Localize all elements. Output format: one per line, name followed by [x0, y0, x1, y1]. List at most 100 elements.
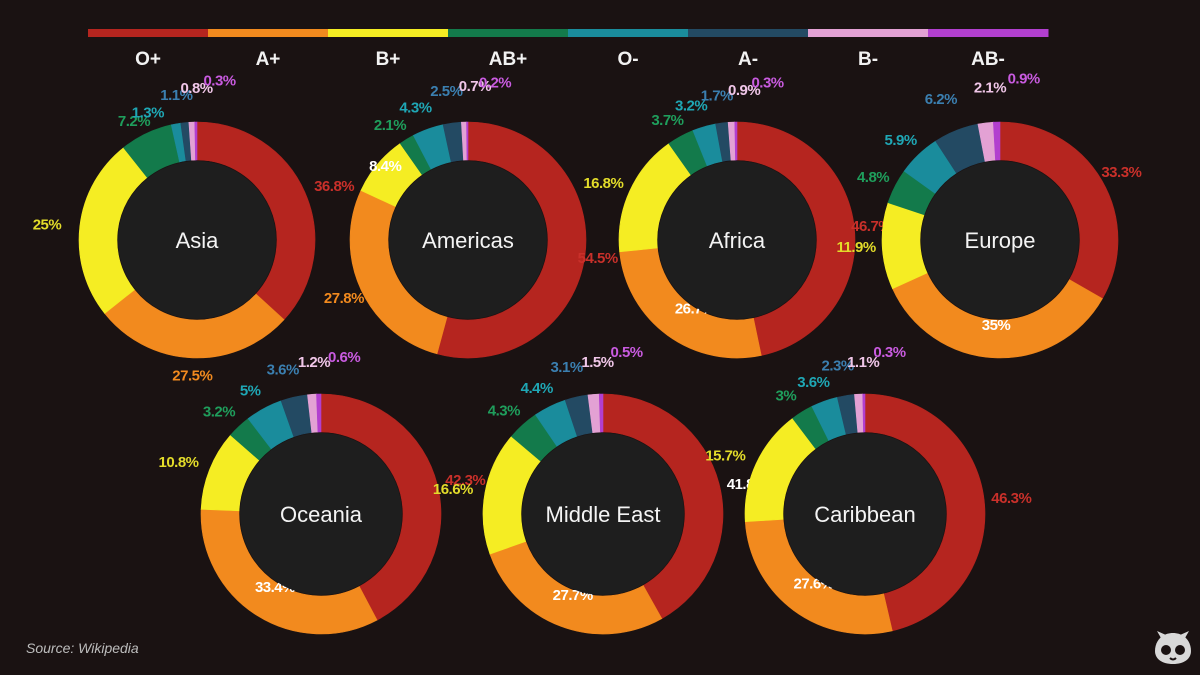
region-label: Americas	[422, 228, 514, 253]
slice-label-b-negpos: 8.4%	[369, 158, 401, 175]
slice-label-ab-negpos: 4.8%	[857, 169, 889, 186]
donut-charts: 36.8%27.5%25%7.2%1.3%1.1%0.8%0.3%Asia54.…	[33, 71, 1142, 635]
donut-oceania: 42.3%33.4%10.8%3.2%5%3.6% 1.2%0.6%Oceania	[158, 349, 486, 635]
slice-label-o-neg: 4.3%	[399, 99, 431, 116]
slice-ab-neg	[734, 121, 738, 161]
donut-hole	[921, 161, 1079, 319]
donut-hole	[658, 161, 816, 319]
legend-swatch-ab-neg	[928, 29, 1049, 37]
slice-o-negpos	[436, 121, 587, 359]
legend: O+ A+ B+ AB+ O- A- B- AB-	[88, 29, 1049, 70]
slice-label-ab-neg: 0.3%	[203, 73, 235, 90]
slice-label-ab-negpos: 7.2%	[118, 113, 150, 130]
slice-o-negpos	[999, 121, 1119, 299]
region-label: Oceania	[280, 502, 363, 527]
legend-label-a-negpos: A+	[256, 49, 281, 70]
slice-o-negpos	[196, 121, 316, 321]
slice-label-b-neg: 1.2%	[298, 354, 330, 371]
slice-label-ab-negpos: 4.3%	[488, 403, 520, 420]
slice-label-o-negpos: 36.8%	[314, 178, 354, 195]
slice-label-o-neg: 4.4%	[521, 380, 553, 397]
donut-europe: 33.3% 35% 11.9% 4.8% 5.9% 6.2% 2.1%0.9% Europe	[837, 71, 1142, 359]
slice-label-b-negpos: 10.8%	[158, 454, 198, 471]
slice-label-ab-negpos: 3%	[775, 388, 796, 405]
legend-swatch-b-neg	[808, 29, 929, 37]
legend-label-b-negpos: B+	[376, 49, 401, 70]
slice-label-ab-neg: 0.3%	[751, 75, 783, 92]
legend-swatch-b-negpos	[328, 29, 449, 37]
slice-label-ab-neg: 0.2%	[479, 75, 511, 92]
slice-o-negpos	[602, 393, 724, 619]
donut-americas: 54.5% 27.8% 8.4% 2.1%4.3%2.5%0.7%0.2% Americ…	[324, 75, 618, 359]
slice-a-negpos	[892, 272, 1103, 359]
slice-label-b-negpos: 25%	[33, 217, 62, 234]
donut-hole	[118, 161, 276, 319]
slice-label-o-neg: 3.6%	[797, 374, 829, 391]
donut-hole	[389, 161, 547, 319]
slice-label-a-neg: 6.2%	[925, 91, 957, 108]
slice-label-a-neg: 2.5%	[430, 83, 462, 100]
slice-label-o-negpos: 42.3%	[445, 472, 485, 489]
source-note: Source: Wikipedia	[26, 640, 139, 656]
slice-ab-neg	[466, 121, 469, 161]
publisher-logo-icon	[1155, 631, 1191, 664]
slice-label-b-neg: 0.7%	[459, 78, 491, 95]
slice-ab-neg	[316, 393, 322, 433]
slice-label-ab-neg: 0.6%	[328, 349, 360, 366]
slice-b-negpos	[881, 202, 928, 290]
slice-label-o-negpos: 46.3%	[991, 490, 1031, 507]
slice-label-o-neg: 5.9%	[885, 132, 917, 149]
slice-label-ab-negpos: 3.7%	[651, 112, 683, 129]
donut-hole	[240, 433, 402, 595]
donut-africa: 46.7%26.7%16.8%3.7%3.2%1.7%0.9%0.3%Afric…	[583, 75, 892, 359]
legend-label-o-negpos: O+	[135, 49, 161, 70]
slice-label-b-negpos: 11.9%	[837, 239, 876, 256]
legend-swatch-o-neg	[568, 29, 689, 37]
slice-ab-neg	[993, 121, 1001, 161]
slice-label-a-neg: 1.1%	[160, 87, 192, 104]
slice-label-a-neg: 3.6%	[267, 362, 299, 379]
slice-label-a-neg: 3.1%	[550, 359, 582, 376]
region-label: Europe	[965, 228, 1036, 253]
slice-label-o-negpos: 54.5%	[578, 250, 618, 267]
legend-swatch-a-neg	[688, 29, 809, 37]
legend-label-ab-neg: AB-	[971, 49, 1005, 70]
donut-caribbean: 46.3%27.6%15.7%3%3.6%2.3%1.1%0.3%Caribbe…	[705, 344, 1032, 635]
slice-label-o-neg: 1.3%	[132, 104, 164, 121]
slice-label-ab-neg: 0.9%	[1008, 71, 1040, 88]
legend-swatch-a-negpos	[208, 29, 329, 37]
donut-hole	[522, 433, 684, 595]
legend-label-b-neg: B-	[858, 49, 878, 70]
slice-label-b-neg: 0.9%	[728, 82, 760, 99]
region-label: Africa	[709, 228, 766, 253]
slice-label-o-negpos: 46.7%	[851, 218, 891, 235]
slice-ab-neg	[194, 121, 198, 161]
slice-label-ab-negpos: 2.1%	[374, 117, 406, 134]
slice-label-b-neg: 1.5%	[581, 354, 613, 371]
region-label: Asia	[176, 228, 220, 253]
region-label: Middle East	[546, 502, 661, 527]
slice-label-b-negpos: 16.6%	[433, 481, 473, 498]
slice-label-o-neg: 3.2%	[675, 98, 707, 115]
slice-label-a-negpos: 27.8%	[324, 290, 364, 307]
slice-o-negpos	[864, 393, 986, 632]
slice-label-b-negpos: 16.8%	[583, 175, 623, 192]
slice-label-o-neg: 5%	[240, 383, 261, 400]
slice-label-o-negpos: 33.3%	[1101, 164, 1141, 181]
slice-label-b-neg: 0.8%	[180, 80, 212, 97]
slice-ab-neg	[862, 393, 866, 433]
region-label: Caribbean	[814, 502, 916, 527]
donut-hole	[784, 433, 946, 595]
slice-label-a-negpos: 35%	[982, 317, 1011, 334]
slice-label-ab-neg: 0.3%	[873, 344, 905, 361]
slice-a-negpos	[200, 508, 378, 635]
donut-asia: 36.8% 27.5% 25% 7.2%1.3%1.1%0.8%0.3% Asia	[33, 73, 355, 385]
slice-ab-neg	[598, 393, 604, 433]
slice-label-a-neg: 2.3%	[822, 357, 854, 374]
slice-o-negpos	[320, 393, 442, 621]
slice-label-ab-negpos: 3.2%	[203, 404, 235, 421]
slice-label-a-negpos: 27.5%	[172, 368, 212, 385]
slice-label-b-negpos: 15.7%	[705, 448, 745, 465]
legend-swatch-o-negpos	[88, 29, 209, 37]
